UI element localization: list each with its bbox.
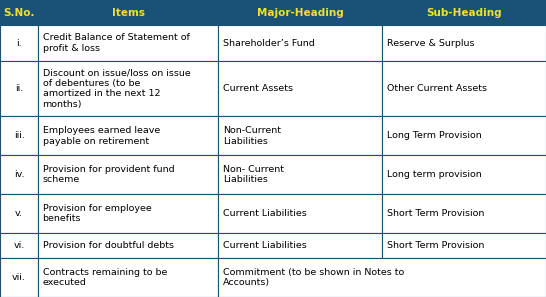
Text: Provision for doubtful debts: Provision for doubtful debts — [43, 241, 174, 250]
Bar — [218, 258, 546, 297]
Bar — [0, 61, 38, 116]
Bar — [0, 194, 38, 233]
Bar — [382, 0, 546, 25]
Bar — [38, 155, 218, 194]
Text: Items: Items — [112, 8, 145, 18]
Bar — [218, 25, 382, 61]
Text: iii.: iii. — [14, 131, 25, 140]
Bar — [382, 155, 546, 194]
Text: i.: i. — [16, 39, 22, 48]
Bar — [382, 25, 546, 61]
Text: Credit Balance of Statement of
profit & loss: Credit Balance of Statement of profit & … — [43, 33, 189, 53]
Bar — [0, 116, 38, 155]
Bar — [38, 258, 218, 297]
Text: Discount on issue/loss on issue
of debentures (to be
amortized in the next 12
mo: Discount on issue/loss on issue of deben… — [43, 69, 191, 109]
Bar — [218, 116, 382, 155]
Text: Sub-Heading: Sub-Heading — [426, 8, 502, 18]
Bar — [218, 155, 382, 194]
Text: Current Liabilities: Current Liabilities — [223, 209, 306, 218]
Text: Reserve & Surplus: Reserve & Surplus — [387, 39, 474, 48]
Text: Long Term Provision: Long Term Provision — [387, 131, 482, 140]
Text: iv.: iv. — [14, 170, 25, 179]
Text: Contracts remaining to be
executed: Contracts remaining to be executed — [43, 268, 167, 287]
Text: Non- Current
Liabilities: Non- Current Liabilities — [223, 165, 284, 184]
Bar — [38, 0, 218, 25]
Bar — [218, 61, 382, 116]
Text: Major-Heading: Major-Heading — [257, 8, 343, 18]
Text: Provision for provident fund
scheme: Provision for provident fund scheme — [43, 165, 174, 184]
Bar — [0, 233, 38, 258]
Bar — [382, 233, 546, 258]
Bar — [38, 194, 218, 233]
Bar — [38, 233, 218, 258]
Bar — [382, 116, 546, 155]
Text: Current Liabilities: Current Liabilities — [223, 241, 306, 250]
Bar — [0, 258, 38, 297]
Bar — [218, 233, 382, 258]
Bar — [218, 194, 382, 233]
Text: vi.: vi. — [14, 241, 25, 250]
Text: ii.: ii. — [15, 84, 23, 93]
Bar — [0, 0, 38, 25]
Text: Shareholder’s Fund: Shareholder’s Fund — [223, 39, 314, 48]
Bar — [0, 155, 38, 194]
Bar — [0, 25, 38, 61]
Text: Current Assets: Current Assets — [223, 84, 293, 93]
Text: Short Term Provision: Short Term Provision — [387, 209, 484, 218]
Text: Long term provision: Long term provision — [387, 170, 482, 179]
Text: Commitment (to be shown in Notes to
Accounts): Commitment (to be shown in Notes to Acco… — [223, 268, 404, 287]
Text: Other Current Assets: Other Current Assets — [387, 84, 486, 93]
Text: vii.: vii. — [12, 273, 26, 282]
Bar — [382, 194, 546, 233]
Bar — [38, 116, 218, 155]
Text: Short Term Provision: Short Term Provision — [387, 241, 484, 250]
Text: Non-Current
Liabilities: Non-Current Liabilities — [223, 126, 281, 146]
Bar — [38, 25, 218, 61]
Bar — [382, 61, 546, 116]
Text: Employees earned leave
payable on retirement: Employees earned leave payable on retire… — [43, 126, 160, 146]
Text: S.No.: S.No. — [3, 8, 35, 18]
Bar — [218, 0, 382, 25]
Bar — [38, 61, 218, 116]
Text: Provision for employee
benefits: Provision for employee benefits — [43, 204, 151, 223]
Text: v.: v. — [15, 209, 23, 218]
